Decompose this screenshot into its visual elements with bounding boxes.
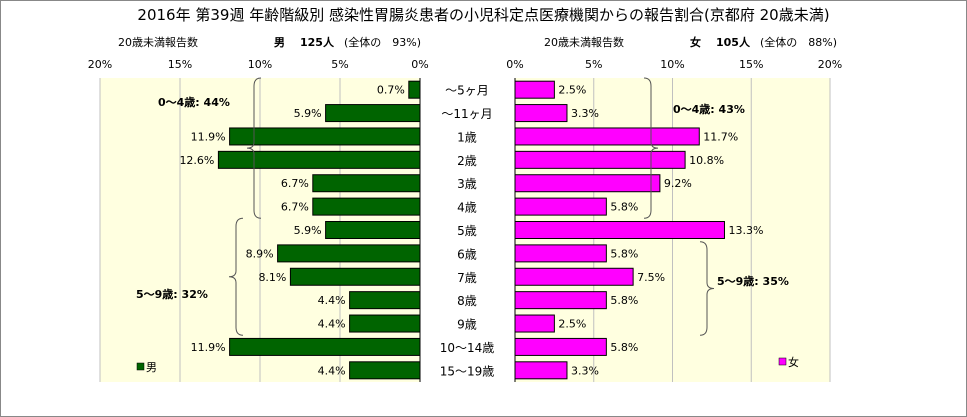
age-category-label: 1歳	[457, 130, 477, 144]
male-tick-label: 5%	[331, 58, 348, 71]
male-bar	[325, 104, 421, 123]
female-bar	[514, 221, 725, 239]
female-legend-swatch	[778, 357, 787, 366]
male-bar	[277, 244, 421, 263]
female-data-label: 11.7%	[703, 130, 738, 143]
female-tick-label: 20%	[818, 58, 842, 71]
female-data-label: 5.8%	[610, 341, 638, 354]
female-data-label: 5.8%	[610, 294, 638, 307]
age-category-label: 9歳	[457, 318, 477, 332]
male-bar	[312, 174, 421, 193]
male-bar	[217, 150, 421, 169]
female-bar	[514, 267, 634, 286]
male-data-label: 5.9%	[294, 224, 322, 237]
male-0-4-brace	[246, 77, 262, 219]
female-0-4-brace	[643, 77, 659, 219]
age-category-label: 7歳	[457, 271, 477, 285]
female-data-label: 9.2%	[664, 177, 692, 190]
age-category-label: 8歳	[457, 294, 477, 308]
male-5-9-brace	[228, 217, 244, 336]
female-header-share: (全体の 88%)	[760, 36, 838, 49]
age-category-label: 6歳	[457, 247, 477, 261]
age-category-label: ～5ヶ月	[445, 84, 489, 98]
female-data-label: 2.5%	[558, 84, 586, 97]
age-category-label: ～11ヶ月	[441, 107, 492, 121]
female-bar	[514, 174, 661, 193]
male-bar	[349, 361, 421, 380]
male-data-label: 5.9%	[294, 107, 322, 120]
female-header-count: 105人	[716, 36, 750, 49]
female-header-sex: 女	[690, 36, 701, 49]
male-data-label: 11.9%	[191, 341, 226, 354]
female-5-9-annotation: 5～9歳: 35%	[717, 274, 789, 288]
male-tick-label: 10%	[248, 58, 272, 71]
male-data-label: 4.4%	[318, 364, 346, 377]
male-header-label: 20歳未満報告数	[118, 36, 198, 49]
female-data-label: 5.8%	[610, 201, 638, 214]
male-tick-label: 0%	[411, 58, 428, 71]
age-category-label: 2歳	[457, 154, 477, 168]
male-0-4-annotation: 0～4歳: 44%	[158, 95, 230, 109]
female-data-label: 10.8%	[689, 154, 724, 167]
male-bar	[325, 221, 421, 239]
female-bar	[514, 361, 568, 380]
male-data-label: 4.4%	[318, 294, 346, 307]
male-bar	[229, 337, 421, 356]
female-bar	[514, 291, 607, 310]
male-data-label: 12.6%	[179, 154, 214, 167]
female-bar	[514, 197, 607, 216]
female-data-label: 13.3%	[728, 224, 763, 237]
male-tick-label: 20%	[88, 58, 112, 71]
female-tick-label: 15%	[739, 58, 763, 71]
male-5-9-annotation: 5～9歳: 32%	[136, 287, 208, 301]
female-data-label: 3.3%	[571, 107, 599, 120]
female-bar	[514, 337, 607, 356]
female-bar	[514, 150, 686, 169]
female-5-9-brace	[699, 241, 715, 336]
male-data-label: 0.7%	[377, 84, 405, 97]
age-category-label: 3歳	[457, 177, 477, 191]
female-data-label: 2.5%	[558, 318, 586, 331]
age-category-label: 15～19歳	[440, 364, 495, 378]
female-bar	[514, 244, 607, 263]
female-bar	[514, 80, 555, 99]
female-bar	[514, 314, 555, 333]
female-data-label: 3.3%	[571, 364, 599, 377]
male-data-label: 11.9%	[191, 130, 226, 143]
female-legend-label: 女	[788, 355, 799, 369]
male-data-label: 6.7%	[281, 201, 309, 214]
male-bar	[408, 80, 421, 99]
female-0-4-annotation: 0～4歳: 43%	[673, 102, 745, 116]
male-header-count: 125人	[300, 36, 334, 49]
male-tick-label: 15%	[168, 58, 192, 71]
male-bar	[349, 314, 421, 333]
male-legend-label: 男	[146, 361, 157, 374]
female-header-label: 20歳未満報告数	[544, 36, 624, 49]
age-category-label: 10～14歳	[440, 341, 495, 355]
female-data-label: 7.5%	[637, 271, 665, 284]
male-data-label: 4.4%	[318, 318, 346, 331]
male-data-label: 6.7%	[281, 177, 309, 190]
male-header-share: (全体の 93%)	[344, 36, 422, 49]
female-bar	[514, 104, 568, 123]
male-bar	[312, 197, 421, 216]
male-header-sex: 男	[274, 36, 285, 49]
male-data-label: 8.9%	[246, 247, 274, 260]
age-category-label: 4歳	[457, 201, 477, 215]
male-data-label: 8.1%	[258, 271, 286, 284]
female-tick-label: 5%	[585, 58, 602, 71]
male-legend-swatch	[136, 362, 145, 371]
female-tick-label: 0%	[506, 58, 523, 71]
male-bar	[349, 291, 421, 310]
male-bar	[229, 127, 421, 146]
female-tick-label: 10%	[660, 58, 684, 71]
age-category-label: 5歳	[457, 224, 477, 238]
male-bar	[289, 267, 421, 286]
female-bar	[514, 127, 700, 146]
female-data-label: 5.8%	[610, 247, 638, 260]
chart-title: 2016年 第39週 年齢階級別 感染性胃腸炎患者の小児科定点医療機関からの報告…	[137, 6, 830, 24]
